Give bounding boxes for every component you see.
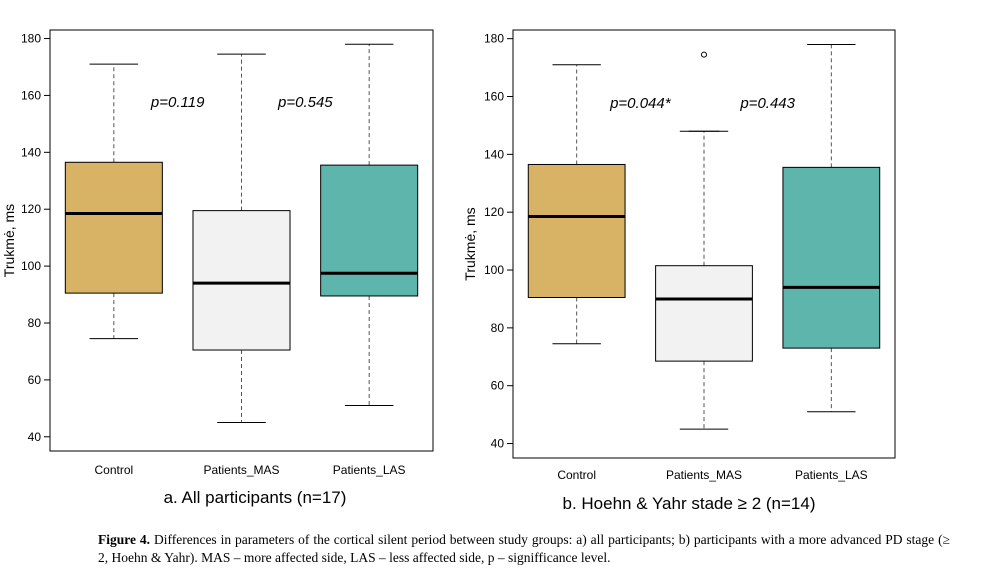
category-label: Patients_LAS: [795, 468, 868, 482]
y-tick-label: 120: [484, 205, 504, 219]
y-tick-label: 180: [484, 32, 504, 46]
panel-a: 40 60 80 100 120 140 160 180 Trukmė, ms Control Pa…: [1, 29, 434, 507]
p-value-annotation: p=0.545: [277, 94, 333, 111]
p-value-annotation: p=0.119: [150, 94, 205, 111]
category-label: Patients_MAS: [666, 468, 742, 482]
box-patients-las: [320, 164, 419, 297]
y-tick-label: 140: [484, 147, 504, 161]
box-control: [527, 163, 626, 298]
y-tick-label: 100: [484, 263, 504, 277]
caption-label: Figure 4.: [98, 532, 151, 547]
y-tick-label: 120: [21, 202, 41, 216]
caption-text: Differences in parameters of the cortica…: [98, 532, 950, 565]
panel-b: 40 60 80 100 120 140 160 180 Trukmė, ms Control Pa…: [462, 29, 896, 513]
y-tick-label: 60: [491, 379, 505, 393]
figure-caption: Figure 4. Differences in parameters of t…: [98, 531, 950, 567]
box-control: [64, 161, 163, 294]
p-value-annotation: p=0.044*: [609, 95, 672, 112]
y-axis-title: Trukmė, ms: [1, 204, 17, 277]
box-patients-las: [782, 166, 881, 349]
y-tick-label: 80: [28, 316, 42, 330]
panel-subtitle: b. Hoehn & Yahr stade ≥ 2 (n=14): [563, 494, 816, 513]
category-label: Control: [94, 463, 133, 477]
y-tick-label: 40: [28, 430, 42, 444]
plot-frame: [49, 29, 434, 452]
y-tick-label: 160: [21, 88, 41, 102]
y-tick-label: 100: [21, 259, 41, 273]
y-axis-title: Trukmė, ms: [462, 207, 478, 280]
y-tick-label: 80: [491, 321, 505, 335]
p-value-annotation: p=0.443: [739, 95, 795, 112]
plot-frame: [512, 29, 896, 459]
category-label: Patients_MAS: [203, 463, 279, 477]
box-patients-mas: [655, 265, 753, 362]
y-tick-label: 180: [21, 32, 41, 46]
outlier-point: [701, 51, 707, 58]
y-tick-label: 60: [28, 373, 42, 387]
y-tick-label: 160: [484, 90, 504, 104]
y-tick-label: 140: [21, 145, 41, 159]
category-label: Patients_LAS: [333, 463, 406, 477]
box-patients-mas: [192, 210, 291, 351]
category-label: Control: [557, 468, 596, 482]
panel-subtitle: a. All participants (n=17): [164, 488, 347, 507]
y-tick-label: 40: [491, 437, 505, 451]
